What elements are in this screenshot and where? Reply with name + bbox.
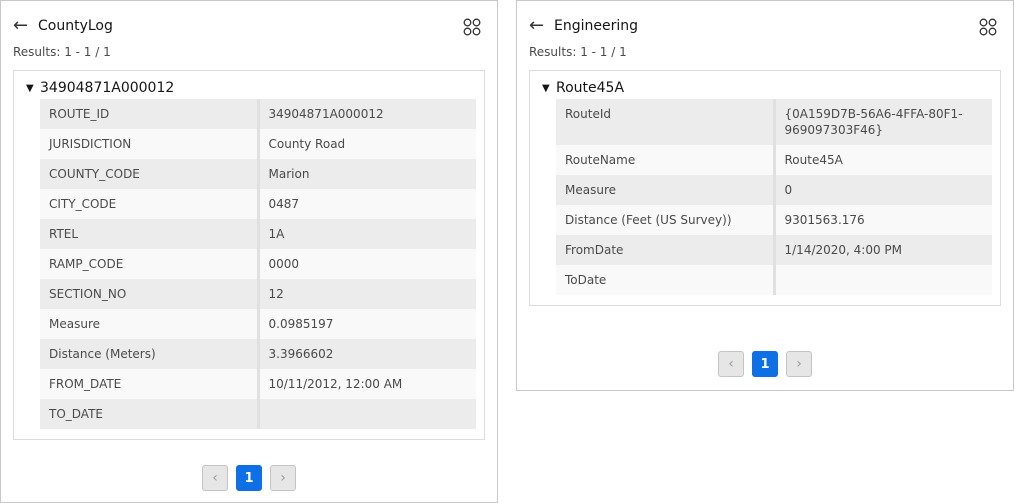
- field-name: RTEL: [40, 219, 260, 249]
- table-row: FROM_DATE 10/11/2012, 12:00 AM: [40, 369, 476, 399]
- field-value: {0A159D7B-56A6-4FFA-80F1-969097303F46}: [784, 107, 963, 137]
- chevron-right-icon[interactable]: ›: [270, 465, 296, 491]
- feature-title: 34904871A000012: [40, 80, 175, 96]
- panel-title: Engineering: [554, 18, 638, 34]
- field-value: 3.3966602: [268, 347, 334, 361]
- field-name: ToDate: [556, 265, 776, 295]
- table-row: Measure 0.0985197: [40, 309, 476, 339]
- table-row: RouteId {0A159D7B-56A6-4FFA-80F1-96909730…: [556, 99, 992, 145]
- field-value: 0000: [268, 257, 300, 271]
- field-name: JURISDICTION: [40, 129, 260, 159]
- field-value: 34904871A000012: [268, 107, 384, 121]
- page-button[interactable]: 1: [236, 465, 262, 491]
- field-value: 0: [784, 183, 793, 197]
- results-count: Results: 1 - 1 / 1: [529, 45, 627, 59]
- table-row: RTEL 1A: [40, 219, 476, 249]
- field-name: FROM_DATE: [40, 369, 260, 399]
- field-value: 1/14/2020, 4:00 PM: [784, 243, 903, 257]
- table-row: SECTION_NO 12: [40, 279, 476, 309]
- field-value: Route45A: [784, 153, 843, 167]
- feature-node[interactable]: ▼ 34904871A000012: [26, 77, 476, 99]
- field-value: 0487: [268, 197, 300, 211]
- field-name: Measure: [40, 309, 260, 339]
- page-button[interactable]: 1: [752, 351, 778, 377]
- field-name: Measure: [556, 175, 776, 205]
- field-value: 9301563.176: [784, 213, 865, 227]
- arrow-left-icon[interactable]: ←: [13, 15, 29, 36]
- table-row: CITY_CODE 0487: [40, 189, 476, 219]
- field-name: RouteId: [556, 99, 776, 145]
- field-name: CITY_CODE: [40, 189, 260, 219]
- field-value: 1A: [268, 227, 285, 241]
- attribute-table: ROUTE_ID 34904871A000012 JURISDICTION Count…: [40, 99, 476, 429]
- field-name: RAMP_CODE: [40, 249, 260, 279]
- table-row: Distance (Meters) 3.3966602: [40, 339, 476, 369]
- engineering-panel: ← Engineering Results: 1 - 1 / 1 ▼ Route4…: [516, 0, 1014, 391]
- table-row: FromDate 1/14/2020, 4:00 PM: [556, 235, 992, 265]
- field-name: Distance (Feet (US Survey)): [556, 205, 776, 235]
- table-row: COUNTY_CODE Marion: [40, 159, 476, 189]
- field-name: ROUTE_ID: [40, 99, 260, 129]
- arrow-left-icon[interactable]: ←: [529, 15, 545, 36]
- chevron-left-icon[interactable]: ‹: [718, 351, 744, 377]
- table-row: ToDate: [556, 265, 992, 295]
- attribute-table: RouteId {0A159D7B-56A6-4FFA-80F1-96909730…: [556, 99, 992, 295]
- table-row: RouteName Route45A: [556, 145, 992, 175]
- feature-node[interactable]: ▼ Route45A: [542, 77, 992, 99]
- countylog-panel: ← CountyLog Results: 1 - 1 / 1 ▼ 34904871…: [0, 0, 498, 503]
- field-value: 0.0985197: [268, 317, 334, 331]
- table-row: Measure 0: [556, 175, 992, 205]
- field-value: [774, 265, 992, 295]
- chevron-left-icon[interactable]: ‹: [202, 465, 228, 491]
- field-name: COUNTY_CODE: [40, 159, 260, 189]
- field-value: 12: [268, 287, 284, 301]
- results-count: Results: 1 - 1 / 1: [13, 45, 111, 59]
- field-name: RouteName: [556, 145, 776, 175]
- chevron-right-icon[interactable]: ›: [786, 351, 812, 377]
- field-name: Distance (Meters): [40, 339, 260, 369]
- table-row: Distance (Feet (US Survey)) 9301563.176: [556, 205, 992, 235]
- feature-title: Route45A: [556, 80, 625, 96]
- table-row: TO_DATE: [40, 399, 476, 429]
- field-name: FromDate: [556, 235, 776, 265]
- triangle-down-icon: ▼: [542, 82, 550, 94]
- pagination: ‹ 1 ›: [1, 465, 497, 491]
- table-row: ROUTE_ID 34904871A000012: [40, 99, 476, 129]
- pagination: ‹ 1 ›: [517, 351, 1013, 377]
- field-value: [258, 399, 476, 429]
- triangle-down-icon: ▼: [26, 82, 34, 94]
- table-row: RAMP_CODE 0000: [40, 249, 476, 279]
- grid-icon[interactable]: [463, 18, 481, 36]
- field-name: SECTION_NO: [40, 279, 260, 309]
- field-value: 10/11/2012, 12:00 AM: [268, 377, 403, 391]
- grid-icon[interactable]: [979, 18, 997, 36]
- panel-title: CountyLog: [38, 18, 113, 34]
- feature-container: ▼ Route45A RouteId {0A159D7B-56A6-4FFA-80F…: [529, 70, 1001, 306]
- table-row: JURISDICTION County Road: [40, 129, 476, 159]
- field-value: Marion: [268, 167, 310, 181]
- field-value: County Road: [268, 137, 346, 151]
- field-name: TO_DATE: [40, 399, 260, 429]
- feature-container: ▼ 34904871A000012 ROUTE_ID 34904871A000012…: [13, 70, 485, 440]
